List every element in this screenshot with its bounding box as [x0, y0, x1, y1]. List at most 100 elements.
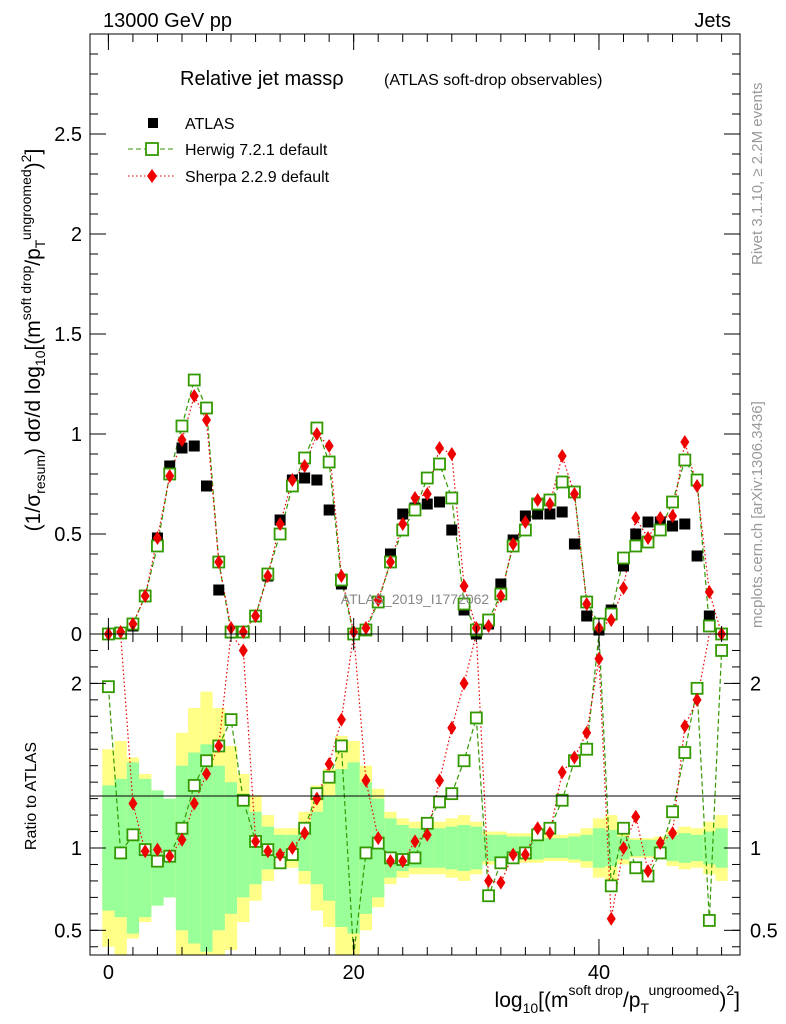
- ratio-point-sherpa: [385, 854, 395, 869]
- point-sherpa: [177, 433, 187, 447]
- ratio-point-herwig: [126, 828, 140, 842]
- ratio-band-inner: [433, 828, 446, 868]
- point-atlas: [495, 578, 507, 590]
- series-line-herwig: [108, 378, 722, 635]
- point-atlas: [164, 460, 176, 472]
- ratio-point-sherpa: [569, 750, 579, 765]
- point-atlas: [691, 550, 703, 562]
- ratio-point-sherpa: [202, 766, 212, 781]
- point-herwig: [408, 503, 422, 517]
- ratio-band-inner: [715, 828, 728, 868]
- point-atlas: [667, 520, 679, 532]
- ratio-point-herwig: [335, 739, 348, 753]
- point-sherpa: [704, 585, 714, 599]
- ratio-point-herwig: [482, 889, 495, 903]
- point-atlas: [434, 496, 446, 508]
- chart-title: Relative jet massρ: [180, 68, 344, 90]
- ratio-point-sherpa: [287, 841, 297, 855]
- point-herwig: [457, 597, 471, 611]
- header-right: Jets: [694, 10, 731, 32]
- point-herwig: [200, 401, 213, 415]
- point-atlas: [421, 498, 433, 510]
- ratio-band-inner: [323, 795, 336, 901]
- point-herwig: [653, 523, 667, 537]
- ratio-band-inner: [605, 829, 618, 867]
- series-markers: [101, 373, 729, 927]
- ratio-point-sherpa: [324, 757, 334, 772]
- ratio-y-tick-label: 2: [71, 673, 82, 695]
- ratio-point-sherpa: [435, 773, 445, 788]
- ratio-point-herwig: [678, 746, 692, 759]
- point-atlas: [176, 442, 188, 454]
- ratio-uncertainty-bands: [102, 691, 728, 955]
- point-sherpa: [140, 589, 150, 603]
- ratio-point-sherpa: [189, 796, 199, 811]
- point-atlas: [323, 504, 335, 516]
- point-atlas: [630, 528, 642, 540]
- ratio-point-herwig: [433, 795, 446, 809]
- ratio-band-inner: [126, 762, 140, 934]
- ratio-band-inner: [224, 782, 238, 914]
- ratio-point-herwig: [457, 754, 471, 768]
- ratio-point-herwig: [469, 711, 483, 725]
- point-sherpa: [324, 439, 334, 453]
- point-sherpa: [459, 579, 469, 593]
- ratio-point-sherpa: [692, 692, 702, 707]
- ratio-band-inner: [237, 798, 250, 898]
- ratio-point-sherpa: [177, 832, 187, 847]
- ratio-point-sherpa: [545, 826, 555, 841]
- point-atlas: [532, 508, 544, 520]
- ratio-point-herwig: [114, 846, 128, 860]
- point-sherpa: [582, 597, 592, 611]
- point-sherpa: [508, 537, 518, 551]
- point-herwig: [433, 457, 446, 471]
- point-atlas: [568, 538, 580, 550]
- point-sherpa: [128, 617, 138, 631]
- point-sherpa: [520, 515, 530, 529]
- point-atlas: [213, 584, 225, 596]
- ratio-point-sherpa: [238, 643, 248, 658]
- ratio-point-sherpa: [557, 765, 567, 780]
- ratio-band-inner: [384, 818, 397, 878]
- ratio-point-herwig: [555, 793, 569, 807]
- ratio-point-sherpa: [336, 712, 346, 727]
- ratio-band-inner: [347, 762, 360, 934]
- y-tick-label: 2.5: [54, 124, 82, 146]
- ratio-point-herwig: [420, 816, 434, 830]
- ratio-point-sherpa: [361, 773, 371, 788]
- point-sherpa: [251, 609, 261, 623]
- point-sherpa: [680, 435, 690, 449]
- axis-ticks: 00.511.522.50.5 0.51 12 20 20 40: [54, 33, 778, 984]
- point-sherpa: [618, 581, 628, 595]
- point-sherpa: [189, 389, 199, 403]
- point-herwig: [702, 619, 716, 633]
- main-y-axis-title: (1/σresum) dσ/d log10[(msoft drop/pTungr…: [18, 149, 48, 532]
- point-atlas: [397, 508, 409, 520]
- ratio-point-herwig: [224, 713, 238, 726]
- point-atlas: [642, 516, 654, 528]
- point-sherpa: [275, 517, 285, 531]
- chart-subtitle: (ATLAS soft-drop observables): [384, 72, 602, 89]
- ratio-point-herwig: [408, 851, 422, 865]
- point-sherpa: [496, 589, 506, 603]
- ratio-point-herwig: [629, 861, 643, 875]
- point-atlas: [556, 506, 568, 518]
- svg-text:(1/σresum) dσ/d log10[(msoft d: (1/σresum) dσ/d log10[(msoft drop/pTungr…: [18, 149, 48, 532]
- ratio-point-sherpa: [275, 847, 285, 862]
- point-sherpa: [214, 555, 224, 569]
- ratio-point-sherpa: [165, 849, 175, 864]
- point-sherpa: [692, 479, 702, 493]
- ratio-point-sherpa: [484, 873, 494, 888]
- ratio-y-tick-label-right: 0.5: [750, 920, 778, 942]
- point-sherpa: [569, 487, 579, 501]
- ratio-point-sherpa: [496, 875, 506, 890]
- point-atlas: [581, 610, 593, 622]
- ratio-point-herwig: [702, 914, 716, 927]
- ratio-point-sherpa: [582, 725, 592, 740]
- watermark: ATLAS_2019_I1772062: [341, 591, 490, 607]
- point-herwig: [666, 495, 679, 509]
- ratio-band-inner: [641, 839, 655, 857]
- ratio-point-sherpa: [618, 841, 628, 855]
- y-tick-label: 2: [71, 224, 82, 246]
